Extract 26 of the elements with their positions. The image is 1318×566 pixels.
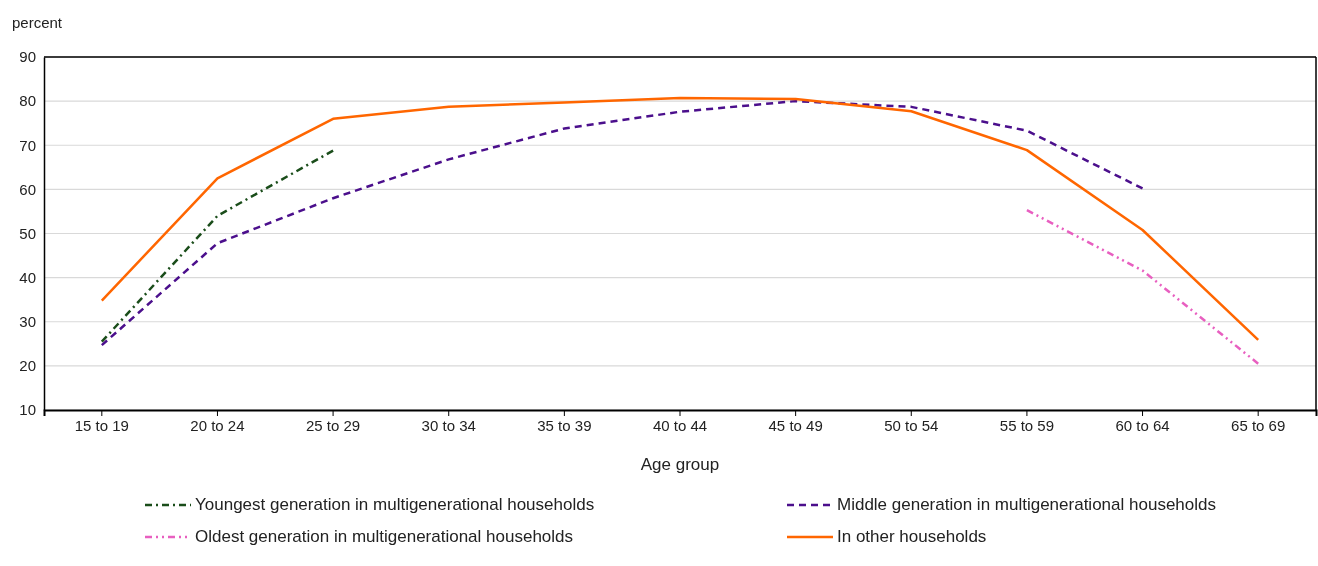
x-tick-label: 40 to 44 <box>652 416 708 434</box>
y-tick-label: 40 <box>19 268 36 286</box>
x-tick-label: 15 to 19 <box>74 416 129 434</box>
legend-label: Oldest generation in multigenerational households <box>195 527 574 546</box>
x-tick-label: 55 to 59 <box>999 416 1055 434</box>
y-tick-label: 50 <box>19 224 36 242</box>
x-tick-label: 25 to 29 <box>305 416 361 434</box>
x-tick-label: 20 to 24 <box>190 416 245 434</box>
y-axis-title: percent <box>12 14 63 31</box>
y-tick-label: 20 <box>19 357 36 375</box>
y-tick-label: 10 <box>19 401 36 419</box>
x-tick-label: 35 to 39 <box>537 416 592 434</box>
y-tick-label: 30 <box>19 313 36 331</box>
legend-label: Middle generation in multigenerational households <box>837 495 1216 514</box>
x-tick-label: 65 to 69 <box>1231 416 1286 434</box>
y-tick-label: 90 <box>19 48 36 66</box>
legend-label: Youngest generation in multigenerational households <box>195 495 595 514</box>
legend-label: In other households <box>837 527 987 546</box>
x-tick-label: 60 to 64 <box>1115 416 1170 434</box>
x-axis-title: Age group <box>640 455 720 474</box>
x-tick-label: 50 to 54 <box>884 416 939 434</box>
y-tick-label: 70 <box>19 136 36 154</box>
x-tick-label: 30 to 34 <box>421 416 476 434</box>
x-tick-label: 45 to 49 <box>768 416 823 434</box>
y-tick-label: 60 <box>19 180 36 198</box>
y-tick-label: 80 <box>19 92 36 110</box>
